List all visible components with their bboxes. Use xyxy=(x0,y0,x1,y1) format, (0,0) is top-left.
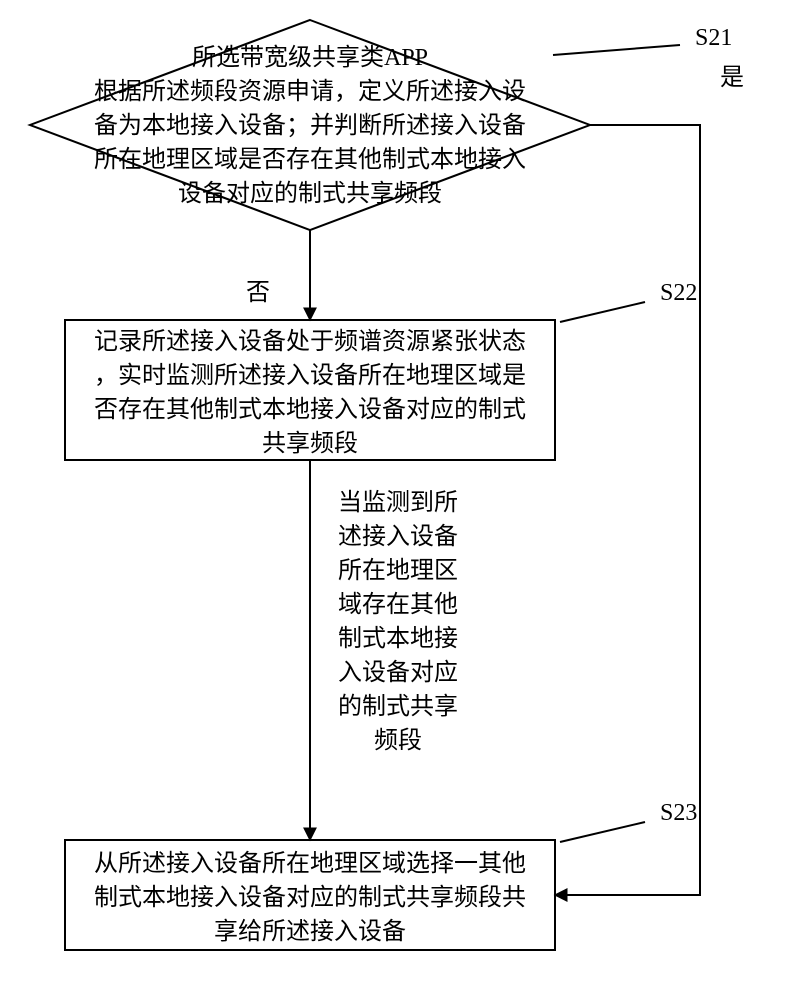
process1-text: 记录所述接入设备处于频谱资源紧张状态，实时监测所述接入设备所在地理区域是否存在其… xyxy=(94,328,526,457)
callout-lines xyxy=(553,45,680,842)
edge-label-midcond: 当监测到所述接入设备所在地理区域存在其他制式本地接入设备对应的制式共享频段 xyxy=(338,489,458,754)
edge-label-yes: 是 xyxy=(720,65,744,91)
edge-decision-right-to-process2-right xyxy=(555,125,700,895)
step-labels: S21 S22 S23 xyxy=(660,25,732,826)
step-label-s22: S22 xyxy=(660,280,697,306)
step-label-s23: S23 xyxy=(660,800,697,826)
decision-text: 所选带宽级共享类APP根据所述频段资源申请，定义所述接入设备为本地接入设备；并判… xyxy=(94,44,526,207)
callout-line-0 xyxy=(553,45,680,55)
step-label-s21: S21 xyxy=(695,25,732,51)
flowchart-canvas: 所选带宽级共享类APP根据所述频段资源申请，定义所述接入设备为本地接入设备；并判… xyxy=(0,0,804,1000)
callout-line-1 xyxy=(560,302,645,322)
process2-text: 从所述接入设备所在地理区域选择一其他制式本地接入设备对应的制式共享频段共享给所述… xyxy=(94,850,526,945)
edge-label-no: 否 xyxy=(246,280,270,306)
callout-line-2 xyxy=(560,822,645,842)
